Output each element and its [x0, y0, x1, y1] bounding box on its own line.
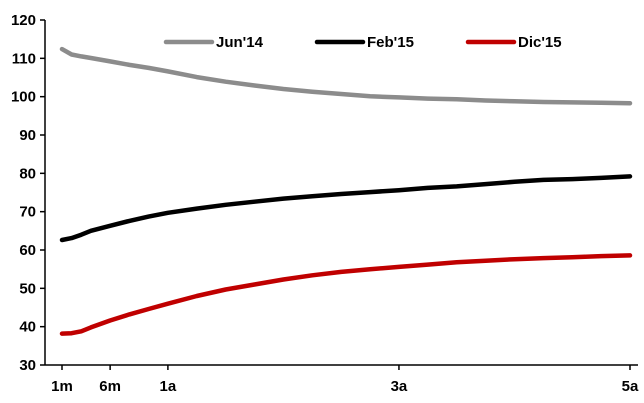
y-tick-label: 80	[19, 165, 36, 182]
x-tick-label: 1a	[160, 378, 177, 395]
x-tick-label: 1m	[51, 378, 73, 395]
y-tick-label: 60	[19, 242, 36, 259]
x-tick-label: 5a	[622, 378, 639, 395]
x-tick-label: 3a	[391, 378, 408, 395]
y-tick-label: 40	[19, 319, 36, 336]
x-tick-label: 6m	[99, 378, 121, 395]
x-ticks: 1m 6m 1a 3a 5a	[51, 365, 639, 395]
y-ticks: 30 40 50 60 70 80 90 100 110 120	[11, 12, 45, 374]
y-tick-label: 30	[19, 357, 36, 374]
y-tick-label: 70	[19, 204, 36, 221]
y-tick-label: 120	[11, 12, 36, 29]
legend-label-2: Dic'15	[518, 34, 562, 51]
series-line-0	[59, 46, 633, 106]
y-tick-label: 90	[19, 127, 36, 144]
y-tick-label: 50	[19, 280, 36, 297]
legend-label-1: Feb'15	[367, 34, 414, 51]
y-tick-label: 100	[11, 89, 36, 106]
legend: Jun'14 Feb'15 Dic'15	[163, 34, 562, 51]
legend-label-0: Jun'14	[216, 34, 264, 51]
series-line-1	[59, 174, 633, 243]
series-lines	[59, 46, 633, 336]
series-line-2	[59, 253, 633, 336]
axes: 30 40 50 60 70 80 90 100 110 120 1m 6m 1a 3a 5a	[11, 12, 639, 395]
y-tick-label: 110	[12, 50, 36, 67]
